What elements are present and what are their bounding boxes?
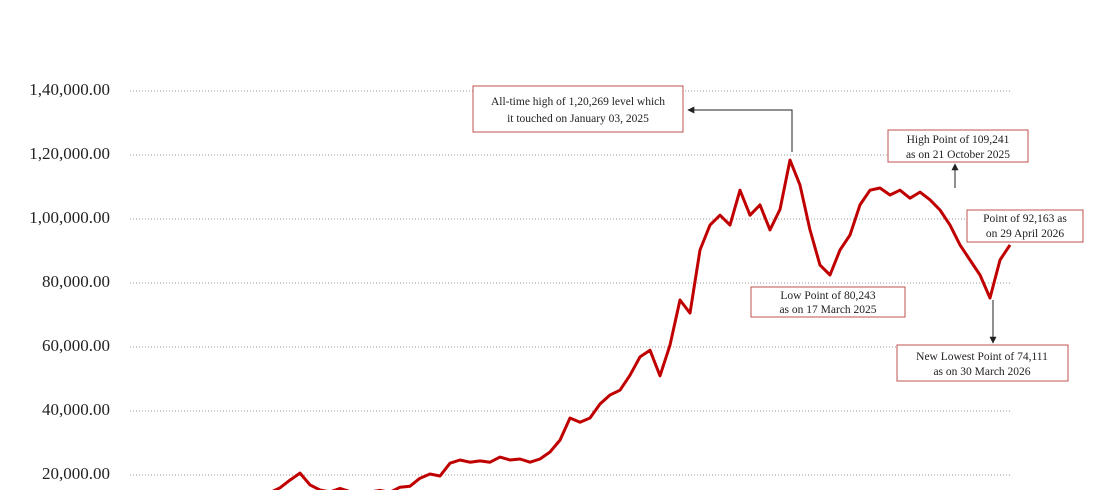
y-tick-label: 60,000.00: [42, 336, 110, 355]
annotation-box: [472, 85, 684, 133]
annotation: as on 17 March 2025: [779, 304, 876, 316]
grid: 20,000.00 40,000.00 60,000.00 80,000.00 1,00…: [29, 80, 1010, 483]
annotations: All-time high of 1,20,269 level which it…: [472, 85, 1084, 382]
y-tick-label: 1,20,000.00: [29, 144, 110, 163]
annotation: as on 30 March 2026: [933, 366, 1030, 378]
annotation-box: [887, 129, 1029, 163]
y-tick-label: 1,40,000.00: [29, 80, 110, 99]
plot: [271, 158, 1012, 490]
y-tick-label: 80,000.00: [42, 272, 110, 291]
annotation: as on 21 October 2025: [906, 149, 1010, 161]
annotation-box: [750, 286, 906, 318]
annotation-box: [896, 344, 1069, 382]
annotation: All-time high of 1,20,269 level which: [491, 96, 665, 108]
annotation: Low Point of 80,243: [780, 290, 875, 302]
price-line: [271, 158, 1012, 490]
annotation: High Point of 109,241: [907, 134, 1010, 146]
arrow: [687, 106, 793, 152]
annotation: on 29 April 2026: [986, 228, 1065, 240]
y-tick-label: 1,00,000.00: [29, 208, 110, 227]
annotation: New Lowest Point of 74,111: [916, 351, 1048, 363]
annotation: it touched on January 03, 2025: [507, 113, 649, 125]
y-tick-label: 40,000.00: [42, 400, 110, 419]
annotation-box: [966, 209, 1084, 243]
y-tick-label: 20,000.00: [42, 464, 110, 483]
annotation: Point of 92,163 as: [983, 213, 1067, 225]
